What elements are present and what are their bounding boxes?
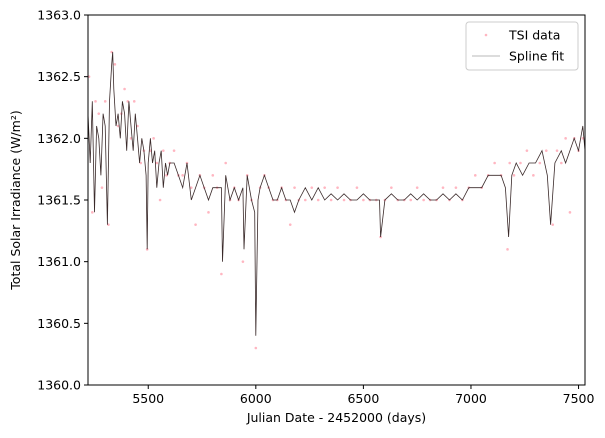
tsi-data-point	[126, 100, 130, 103]
y-tick-label: 1362.5	[37, 69, 81, 84]
tsi-data-point	[224, 161, 227, 165]
tsi-data-point	[362, 198, 365, 202]
tsi-data-point	[551, 223, 555, 226]
y-tick-label: 1360.5	[37, 316, 81, 331]
tsi-data-point	[158, 198, 162, 202]
tsi-data-point	[329, 198, 333, 202]
tsi-data-point	[241, 260, 245, 263]
tsi-data-point	[538, 161, 542, 165]
y-tick-label: 1361.0	[37, 254, 81, 269]
y-tick-label: 1361.5	[37, 193, 81, 208]
tsi-data-point	[310, 186, 314, 189]
tsi-data-point	[189, 186, 193, 189]
tsi-data-point	[123, 87, 126, 91]
tsi-data-point	[152, 137, 155, 140]
y-tick-label: 1362.0	[37, 131, 81, 146]
tsi-data-point	[254, 346, 258, 350]
y-axis-label: Total Solar Irradiance (W/m²)	[8, 110, 23, 290]
tsi-data-point	[390, 186, 393, 189]
tsi-data-point	[422, 198, 425, 202]
tsi-data-point	[441, 186, 445, 189]
tsi-data-point	[288, 223, 292, 226]
tsi-data-point	[162, 149, 165, 152]
x-tick-label: 5500	[132, 391, 164, 406]
tsi-data-point	[293, 186, 296, 189]
tsi-data-point	[172, 149, 176, 152]
tsi-data-point	[555, 149, 559, 152]
tsi-data-point	[97, 112, 101, 115]
tsi-data-point	[508, 161, 511, 165]
tsi-data-point	[506, 248, 509, 251]
tsi-data-point	[194, 223, 197, 226]
tsi-data-point	[181, 174, 184, 177]
legend-tsi-data-label: TSI data	[508, 28, 560, 43]
tsi-data-point	[473, 174, 477, 177]
tsi-data-point	[336, 186, 339, 189]
tsi-data-point	[568, 211, 572, 214]
tsi-data-point	[493, 161, 496, 165]
legend-tsi-data-swatch	[484, 33, 488, 37]
tsi-data-point	[304, 198, 307, 202]
tsi-data-point	[454, 186, 458, 189]
tsi-data-point	[91, 211, 94, 214]
tsi-data-point	[323, 186, 326, 189]
legend: TSI data Spline fit	[465, 21, 579, 71]
tsi-data-point	[544, 149, 548, 152]
y-tick-label: 1363.0	[37, 8, 81, 23]
tsi-data-point	[207, 211, 210, 214]
tsi-data-point	[355, 186, 359, 189]
y-axis: 1360.0 1360.5 1361.0 1361.5 1362.0 1362.5 1363…	[37, 8, 88, 393]
tsi-data-point	[532, 174, 535, 177]
tsi-data-point	[94, 100, 97, 103]
tsi-data-point	[132, 100, 136, 103]
spline-fit-line	[87, 51, 586, 336]
tsi-data-point	[139, 161, 143, 165]
x-tick-label: 7000	[455, 391, 487, 406]
tsi-data-point	[113, 63, 117, 66]
x-tick-label: 6000	[240, 391, 272, 406]
tsi-data-point	[525, 149, 529, 152]
tsi-data-point	[512, 174, 516, 177]
tsi-data-point	[415, 186, 419, 189]
x-axis: 5500 6000 6500 7000 7500	[132, 385, 594, 406]
x-tick-label: 6500	[347, 391, 379, 406]
tsi-data-point	[100, 186, 104, 189]
tsi-data-point	[103, 100, 107, 103]
legend-box	[465, 21, 579, 71]
tsi-data-point	[211, 174, 215, 177]
tsi-data-point	[145, 248, 149, 251]
tsi-data-point	[519, 161, 522, 165]
x-tick-label: 7500	[563, 391, 595, 406]
tsi-data-point	[409, 198, 413, 202]
legend-spline-fit-label: Spline fit	[509, 49, 564, 64]
spline-fit-line-layer	[87, 51, 586, 336]
tsi-data-point	[560, 161, 563, 165]
y-tick-label: 1360.0	[37, 378, 81, 393]
tsi-data-point	[564, 137, 567, 140]
tsi-data-point	[220, 272, 223, 276]
x-axis-label: Julian Date - 2452000 (days)	[246, 410, 426, 425]
tsi-data-point	[316, 198, 320, 202]
tsi-data-point	[342, 198, 346, 202]
tsi-data-point	[155, 161, 159, 165]
